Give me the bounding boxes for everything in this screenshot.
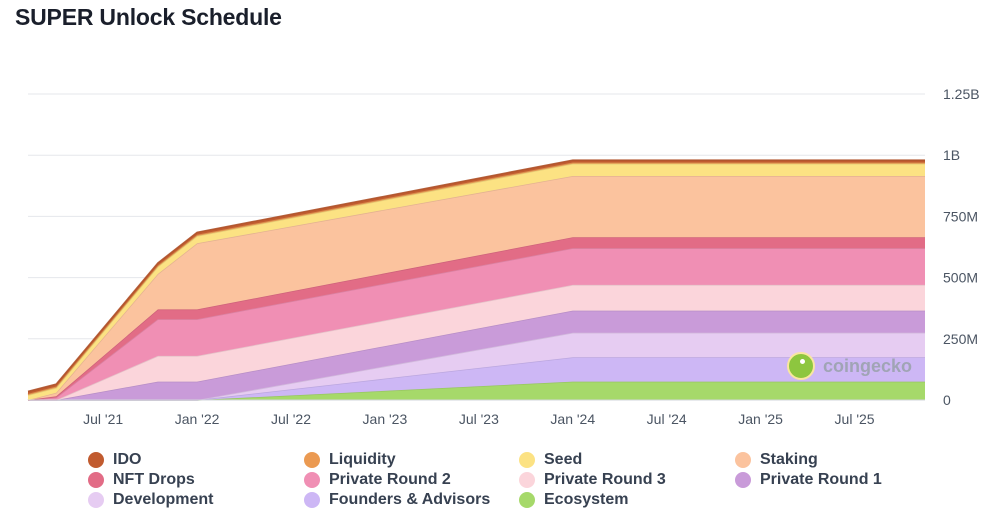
x-tick-label: Jan '22 [175,411,220,427]
legend-label: Private Round 2 [329,471,451,488]
area-staking [28,176,925,400]
x-tick-label: Jul '22 [271,411,311,427]
x-tick-label: Jan '25 [738,411,783,427]
legend-item-private-round-3[interactable]: Private Round 3 [519,470,666,490]
chart-title: SUPER Unlock Schedule [15,4,282,30]
legend-item-staking[interactable]: Staking [735,450,818,470]
legend-swatch [304,492,320,508]
legend-swatch [519,492,535,508]
legend-label: Liquidity [329,451,396,468]
legend-label: Private Round 3 [544,471,666,488]
x-tick-label: Jan '23 [363,411,408,427]
y-tick-label: 250M [943,331,978,347]
legend-swatch [88,472,104,488]
legend-item-founders-advisors[interactable]: Founders & Advisors [304,490,490,510]
watermark-text: coingecko [823,355,913,376]
area-edge-ido [27,159,925,393]
area-development [28,332,925,400]
legend-label: Seed [544,451,583,468]
legend-label: Ecosystem [544,491,629,508]
legend-label: Founders & Advisors [329,491,491,508]
area-private-round-3 [28,284,925,400]
legend-item-ido[interactable]: IDO [88,450,141,470]
y-tick-label: 500M [943,270,978,286]
x-tick-label: Jul '24 [647,411,687,427]
legend-label: NFT Drops [113,471,195,488]
legend-swatch [304,472,320,488]
coingecko-watermark: coingecko [787,352,912,380]
legend-item-nft-drops[interactable]: NFT Drops [88,470,195,490]
legend-swatch [735,472,751,488]
unlock-area-chart: 0 250M 500M 750M 1B 1.25B Jul '21 Jan '22 Jul '2… [27,86,980,427]
legend-item-seed[interactable]: Seed [519,450,582,470]
legend-item-private-round-2[interactable]: Private Round 2 [304,470,451,490]
legend-swatch [88,492,104,508]
x-tick-label: Jan '24 [550,411,595,427]
x-tick-label: Jul '25 [835,411,875,427]
area-founders-advisors [28,357,925,400]
y-tick-label: 750M [943,208,978,224]
x-tick-label: Jul '23 [459,411,499,427]
legend-item-development[interactable]: Development [88,490,213,510]
legend-swatch [519,472,535,488]
area-ecosystem [28,381,925,400]
area-private-round-2 [28,248,925,400]
gecko-logo-icon [787,352,815,380]
legend-item-private-round-1[interactable]: Private Round 1 [735,470,882,490]
x-tick-label: Jul '21 [83,411,123,427]
legend-label: IDO [113,451,142,468]
legend-label: Staking [760,451,818,468]
legend-label: Private Round 1 [760,471,882,488]
area-private-round-1 [28,310,925,400]
legend-item-liquidity[interactable]: Liquidity [304,450,396,470]
y-tick-label: 1.25B [943,86,980,102]
y-tick-label: 0 [943,392,951,408]
legend-label: Development [113,491,214,508]
y-tick-label: 1B [943,147,960,163]
legend-swatch [88,452,104,468]
legend-swatch [519,452,535,468]
legend-swatch [304,452,320,468]
legend-item-ecosystem[interactable]: Ecosystem [519,490,629,510]
legend-swatch [735,452,751,468]
